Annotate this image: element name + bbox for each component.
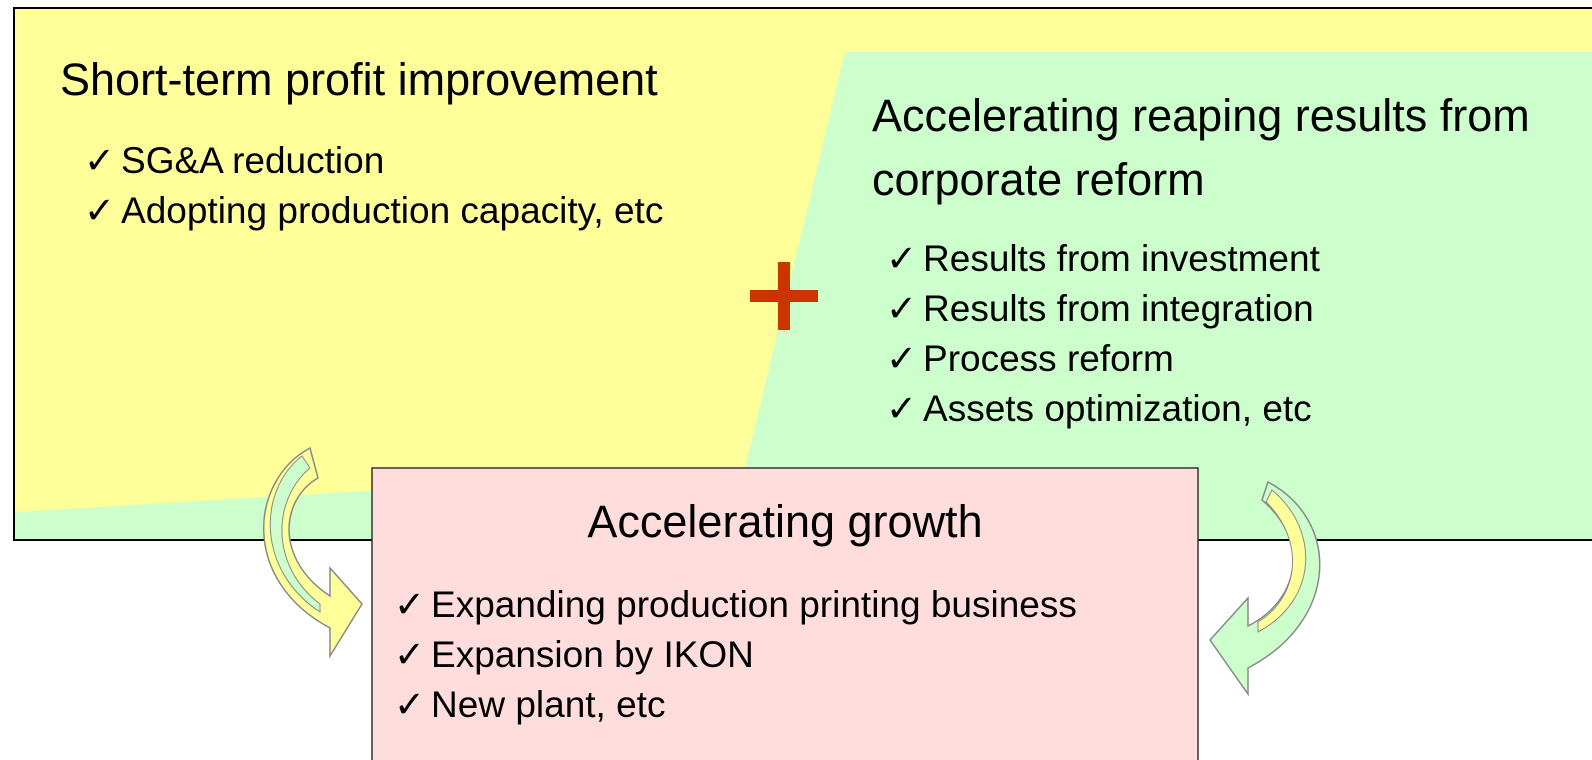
list-item: Expansion by IKON	[394, 630, 1077, 680]
right-title: Accelerating reaping results from corpor…	[872, 90, 1530, 205]
list-item: Process reform	[886, 334, 1320, 384]
list-item: Results from integration	[886, 284, 1320, 334]
list-item: Results from investment	[886, 234, 1320, 284]
left-cycle-arrow-shade	[269, 455, 321, 613]
right-cycle-arrow-shade	[1257, 489, 1307, 633]
bottom-list: Expanding production printing business E…	[394, 580, 1077, 730]
list-item: Expanding production printing business	[394, 580, 1077, 630]
left-list: SG&A reduction Adopting production capac…	[84, 136, 663, 236]
right-list: Results from investment Results from int…	[886, 234, 1320, 434]
list-item: SG&A reduction	[84, 136, 663, 186]
list-item: Assets optimization, etc	[886, 384, 1320, 434]
bottom-title: Accelerating growth	[587, 496, 983, 547]
left-title: Short-term profit improvement	[60, 54, 658, 105]
left-cycle-arrow	[262, 446, 363, 659]
plus-sign	[750, 262, 818, 330]
list-item: Adopting production capacity, etc	[84, 186, 663, 236]
list-item: New plant, etc	[394, 680, 1077, 730]
